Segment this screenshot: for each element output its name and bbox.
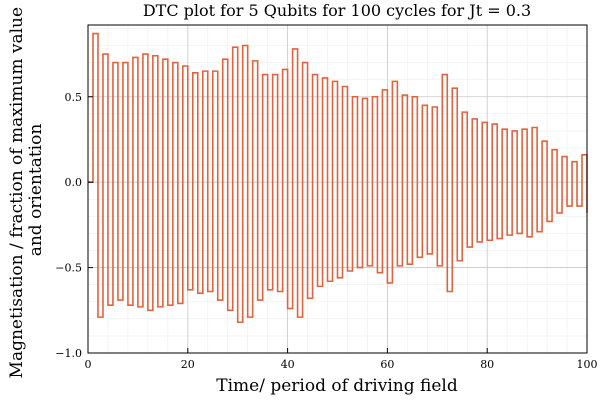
y-axis-ticks: −1.0 −0.5 0.0 0.5	[55, 91, 93, 360]
x-axis-ticks: 0 20 40 60 80 100	[85, 348, 598, 371]
chart-title: DTC plot for 5 Qubits for 100 cycles for…	[143, 1, 531, 20]
y-tick-label: 0.5	[65, 91, 83, 104]
y-axis-label: Magnetisation / fraction of maximum valu…	[7, 2, 46, 379]
x-tick-label: 60	[380, 358, 394, 371]
x-tick-label: 20	[181, 358, 195, 371]
y-axis-label-line-1: Magnetisation / fraction of maximum valu…	[7, 7, 27, 378]
y-tick-label: −1.0	[55, 347, 82, 360]
plot-frame	[87, 24, 588, 354]
y-tick-label: 0.0	[65, 176, 83, 189]
x-tick-label: 0	[85, 358, 92, 371]
x-tick-label: 80	[480, 358, 494, 371]
x-tick-label: 100	[577, 358, 598, 371]
magnetisation-series-line	[88, 32, 588, 324]
x-tick-label: 40	[281, 358, 295, 371]
y-axis-label-line-2: and orientation	[26, 124, 46, 257]
x-axis-label: Time/ period of driving field	[216, 376, 458, 396]
y-tick-label: −0.5	[55, 262, 82, 275]
